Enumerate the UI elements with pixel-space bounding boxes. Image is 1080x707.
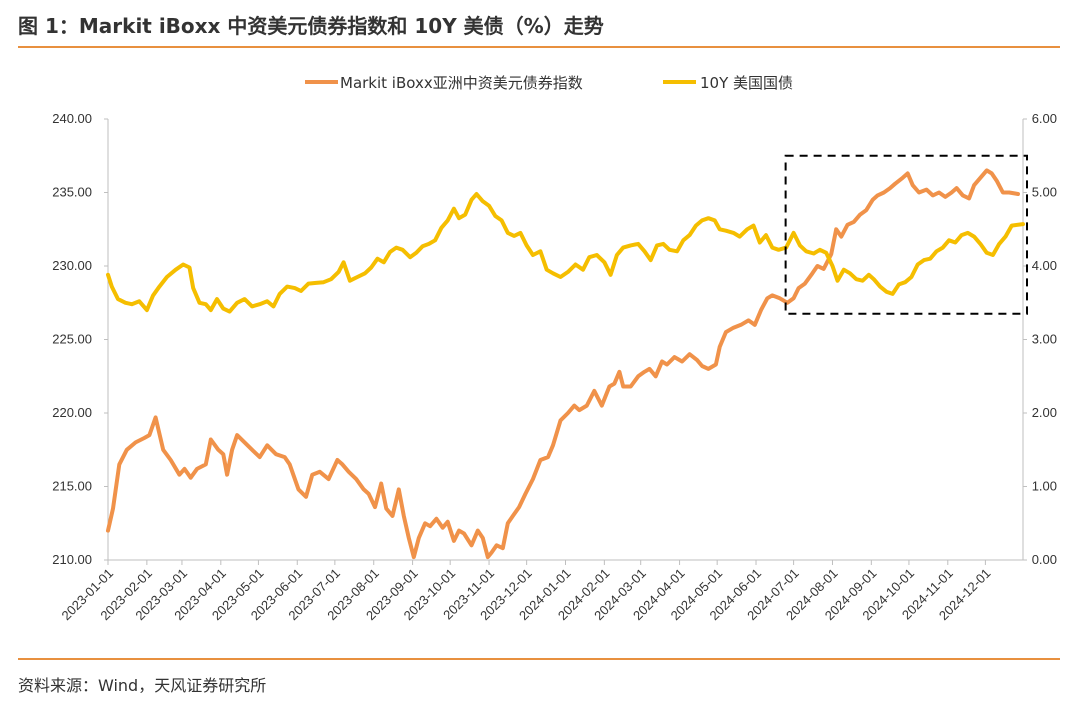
annotation xyxy=(784,154,1028,315)
y-left-tick-label: 230.00 xyxy=(52,258,92,273)
y-right-tick-label: 4.00 xyxy=(1032,258,1057,273)
top-divider xyxy=(18,46,1060,48)
y-left-tick-label: 220.00 xyxy=(52,405,92,420)
legend-label-ust10y: 10Y 美国国债 xyxy=(700,74,793,92)
series-lines xyxy=(106,168,1025,560)
legend: Markit iBoxx亚洲中资美元债券指数 10Y 美国国债 xyxy=(305,74,793,92)
y-left-tick-label: 225.00 xyxy=(52,332,92,347)
y-left-tick-label: 235.00 xyxy=(52,185,92,200)
y-right-tick-label: 6.00 xyxy=(1032,111,1057,126)
y-left-tick-label: 240.00 xyxy=(52,111,92,126)
y-right-tick-label: 3.00 xyxy=(1032,332,1057,347)
y-right-tick-label: 5.00 xyxy=(1032,185,1057,200)
axes: 210.00 215.00 220.00 225.00 230.00 235.00 240.… xyxy=(52,111,1057,623)
bottom-divider xyxy=(18,658,1060,660)
dashed-highlight-box xyxy=(784,154,1028,315)
y-right-tick-label: 1.00 xyxy=(1032,479,1057,494)
y-left-tick-label: 215.00 xyxy=(52,479,92,494)
legend-label-iboxx: Markit iBoxx亚洲中资美元债券指数 xyxy=(340,74,583,92)
line-chart: Markit iBoxx亚洲中资美元债券指数 10Y 美国国债 210.0021… xyxy=(52,74,1057,623)
y-right-tick-label: 0.00 xyxy=(1032,552,1057,567)
chart-title: 图 1：Markit iBoxx 中资美元债券指数和 10Y 美债（%）走势 xyxy=(18,14,604,38)
line-iboxx-index xyxy=(106,168,1020,560)
line-ust-10y xyxy=(106,192,1025,314)
y-right-tick-label: 2.00 xyxy=(1032,405,1057,420)
source-note: 资料来源：Wind，天风证券研究所 xyxy=(18,676,267,695)
y-left-tick-label: 210.00 xyxy=(52,552,92,567)
